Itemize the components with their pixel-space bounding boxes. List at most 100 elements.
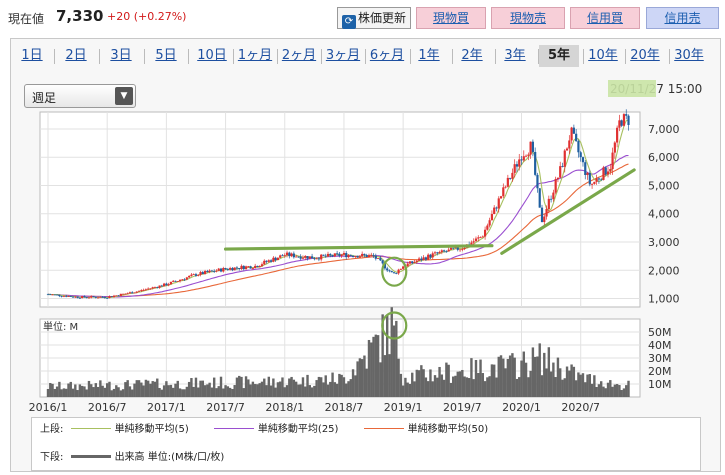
tab-2d[interactable]: 2日	[65, 48, 87, 63]
margin-sell-button[interactable]: 信用売	[646, 7, 719, 29]
candle-body	[345, 253, 348, 258]
candle-body	[258, 265, 261, 267]
volume-bar	[181, 389, 184, 397]
volume-bar	[292, 379, 296, 397]
volume-bar	[561, 379, 564, 397]
volume-bar	[279, 381, 282, 397]
refresh-price-button[interactable]: ⟳ 株価更新	[337, 7, 411, 29]
volume-bar	[49, 382, 52, 397]
tab-2y[interactable]: 2年	[461, 48, 483, 63]
tab-20y[interactable]: 20年	[630, 48, 660, 63]
candle-body	[481, 236, 484, 238]
volume-bar	[522, 351, 525, 397]
candle-body	[49, 294, 52, 296]
candle-body	[147, 288, 150, 290]
candle-body	[317, 258, 321, 260]
legend-volume: 出来高 単位:(M株/口/枚)	[114, 452, 225, 463]
candle-body	[83, 296, 86, 298]
volume-bar	[445, 362, 448, 397]
tab-1m[interactable]: 1ヶ月	[237, 48, 273, 63]
volume-bar	[515, 378, 519, 397]
volume-bar	[379, 362, 382, 397]
tab-10y[interactable]: 10年	[588, 48, 618, 63]
volume-bar	[121, 389, 125, 397]
candle-body	[288, 252, 291, 257]
candle-body	[308, 256, 311, 259]
candle-body	[581, 157, 585, 163]
candle-body	[324, 255, 327, 257]
price-tick-label: 7,000	[648, 123, 680, 136]
volume-bar	[588, 374, 592, 397]
chart-panel: 1日 2日 3日 5日 10日 1ヶ月 2ヶ月 3ヶ月 6ヶ月 1年 2年 3年…	[10, 38, 721, 472]
tab-5d[interactable]: 5日	[155, 48, 177, 63]
candle-body	[395, 273, 398, 275]
volume-bar	[65, 388, 68, 397]
volume-bar	[554, 377, 557, 397]
volume-bar	[422, 369, 425, 397]
x-tick-label: 2016/7	[88, 401, 127, 414]
tab-3m[interactable]: 3ヶ月	[325, 48, 361, 63]
candle-body	[531, 141, 534, 152]
volume-tick-label: 10M	[648, 378, 672, 391]
volume-bar	[559, 368, 562, 397]
chart-legend: 上段: 単純移動平均(5) 単純移動平均(25) 単純移動平均(50) 下段: …	[31, 417, 701, 471]
spot-sell-button[interactable]: 現物売	[491, 7, 565, 29]
volume-bar	[406, 382, 409, 397]
spot-buy-button[interactable]: 現物買	[416, 7, 486, 29]
tab-1d[interactable]: 1日	[21, 48, 43, 63]
tab-2m[interactable]: 2ヶ月	[281, 48, 317, 63]
candle-body	[326, 253, 330, 257]
volume-bar	[502, 358, 505, 397]
volume-bar	[367, 339, 371, 397]
candle-body	[529, 141, 532, 155]
volume-bar	[593, 375, 596, 397]
volume-bar	[424, 377, 428, 397]
candle-body	[169, 281, 173, 285]
candle-body	[456, 246, 459, 250]
margin-buy-button[interactable]: 信用買	[570, 7, 640, 29]
volume-bar	[397, 358, 400, 397]
tab-1y[interactable]: 1年	[418, 48, 440, 63]
volume-bar	[365, 368, 368, 397]
volume-bar	[190, 378, 193, 397]
volume-bar	[108, 381, 111, 397]
candle-body	[363, 253, 366, 256]
candle-body	[251, 268, 254, 269]
candle-body	[361, 253, 364, 257]
period-select[interactable]: 週足 ▼	[24, 84, 136, 108]
candle-body	[600, 179, 603, 181]
volume-bar	[128, 386, 132, 397]
candle-body	[151, 287, 154, 289]
candle-body	[552, 192, 555, 200]
candle-body	[65, 295, 68, 297]
volume-bar	[60, 389, 63, 397]
volume-bar	[267, 376, 271, 397]
tab-6m[interactable]: 6ヶ月	[369, 48, 405, 63]
candle-body	[543, 216, 546, 223]
candle-body	[51, 294, 54, 296]
candle-body	[217, 268, 220, 271]
tab-30y[interactable]: 30年	[674, 48, 704, 63]
candle-body	[208, 270, 211, 273]
support-trendline-annotation	[500, 168, 636, 255]
tab-10d[interactable]: 10日	[197, 48, 227, 63]
tab-3d[interactable]: 3日	[110, 48, 132, 63]
candle-body	[427, 254, 430, 260]
tab-5y[interactable]: 5年	[539, 45, 579, 67]
candle-body	[547, 198, 550, 210]
candle-body	[201, 272, 204, 275]
volume-bar	[508, 355, 512, 397]
candle-body	[240, 265, 243, 269]
tab-3y[interactable]: 3年	[504, 48, 526, 63]
period-tabs: 1日 2日 3日 5日 10日 1ヶ月 2ヶ月 3ヶ月 6ヶ月 1年 2年 3年…	[13, 45, 721, 67]
volume-bar	[215, 388, 218, 397]
volume-bar	[615, 384, 619, 397]
legend-ma50: 単純移動平均(50)	[407, 424, 489, 435]
candle-body	[590, 183, 594, 185]
x-tick-label: 2017/7	[206, 401, 245, 414]
candle-body	[622, 114, 626, 126]
candle-body	[390, 271, 393, 273]
candle-body	[620, 120, 623, 126]
candle-body	[306, 256, 309, 259]
candle-body	[222, 268, 225, 272]
